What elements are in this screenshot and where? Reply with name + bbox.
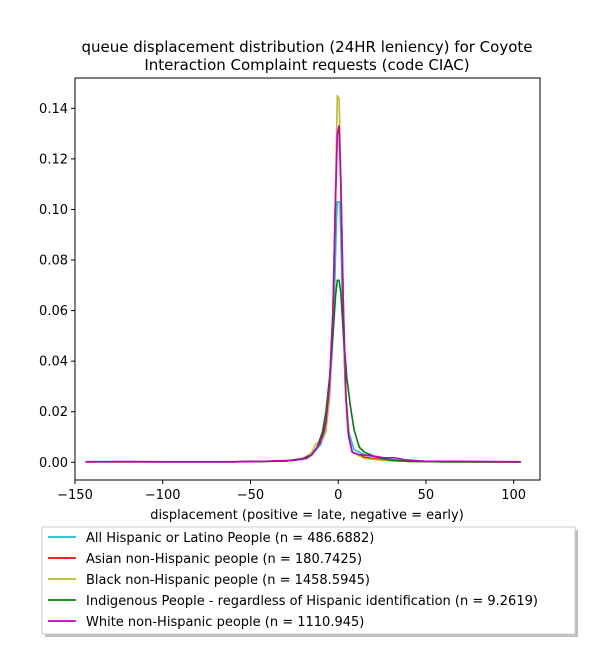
- chart-title-line1: queue displacement distribution (24HR le…: [81, 38, 532, 56]
- x-tick-label: 50: [418, 488, 435, 503]
- chart-title-line2: Interaction Complaint requests (code CIA…: [144, 56, 469, 74]
- y-tick-label: 0.00: [39, 456, 68, 471]
- x-tick-label: −150: [57, 488, 93, 503]
- x-tick-label: −100: [145, 488, 181, 503]
- y-axis-ticks: 0.00 0.02 0.04 0.06 0.08 0.10 0.12 0.14: [39, 102, 75, 471]
- y-tick-label: 0.06: [39, 304, 68, 319]
- x-axis-ticks: −150 −100 −50 0 50 100: [57, 480, 526, 503]
- y-tick-label: 0.08: [39, 254, 68, 269]
- x-axis-label: displacement (positive = late, negative …: [150, 508, 464, 523]
- y-tick-label: 0.04: [39, 355, 68, 370]
- legend-label: Black non-Hispanic people (n = 1458.5945…: [86, 573, 370, 588]
- y-tick-label: 0.10: [39, 203, 68, 218]
- legend-label: Asian non-Hispanic people (n = 180.7425): [86, 552, 362, 567]
- legend-items: All Hispanic or Latino People (n = 486.6…: [48, 531, 538, 630]
- y-tick-label: 0.02: [39, 405, 68, 420]
- plot-frame: [74, 77, 541, 481]
- y-tick-label: 0.12: [39, 152, 68, 167]
- legend-label: White non-Hispanic people (n = 1110.945): [86, 615, 364, 630]
- legend-label: Indigenous People - regardless of Hispan…: [86, 594, 538, 609]
- plot-lines: [85, 94, 521, 463]
- series-line-2: [85, 125, 521, 463]
- legend-label: All Hispanic or Latino People (n = 486.6…: [86, 531, 374, 546]
- series-line-3: [85, 94, 521, 463]
- x-tick-label: −50: [237, 488, 264, 503]
- legend-box: [41, 526, 576, 635]
- x-tick-label: 100: [501, 488, 526, 503]
- series-line-5: [85, 125, 521, 463]
- x-tick-label: 0: [334, 488, 342, 503]
- series-line-1: [85, 201, 521, 463]
- series-line-4: [85, 279, 521, 463]
- legend: All Hispanic or Latino People (n = 486.6…: [41, 526, 578, 637]
- y-tick-label: 0.14: [39, 102, 68, 117]
